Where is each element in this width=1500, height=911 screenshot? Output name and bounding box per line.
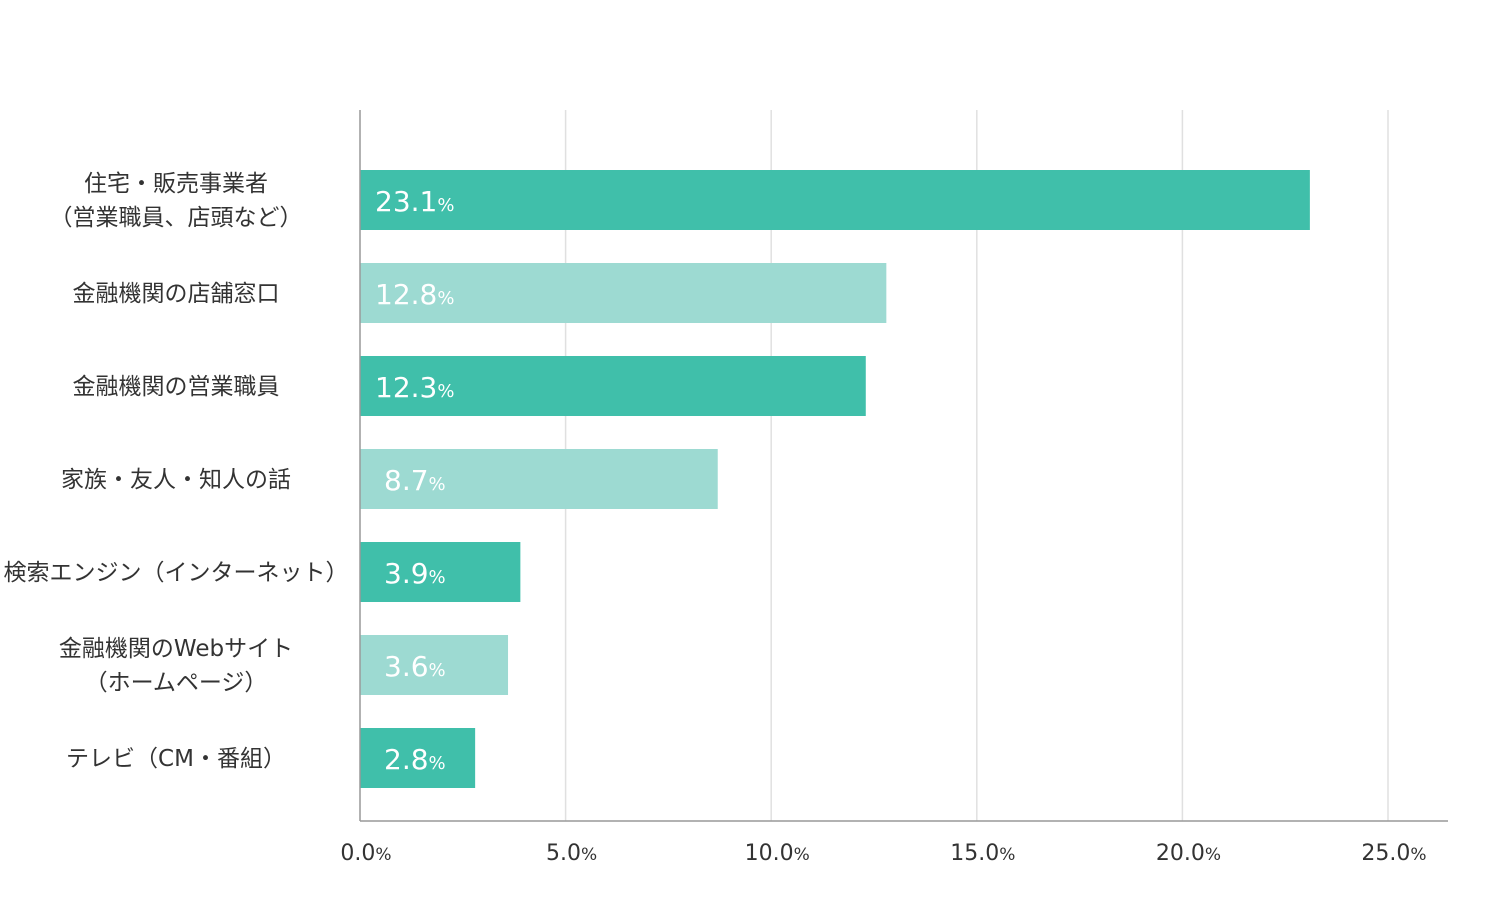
bar-1 [360,263,887,323]
bar-value-unit-6: % [429,753,446,774]
x-tick-label-3: 15.0% [950,841,1015,866]
bar-value-unit-1: % [437,288,454,309]
x-tick-label-5: 25.0% [1361,841,1426,866]
bar-value-number-4: 3.9 [384,557,429,590]
x-tick-number-0: 0.0 [340,841,375,866]
bar-3 [360,449,718,509]
bar-value-unit-0: % [437,195,454,216]
x-tick-unit-2: % [794,845,810,865]
category-label-6-line-0: テレビ（CM・番組） [66,746,286,772]
bar-value-number-5: 3.6 [384,650,429,683]
bar-2 [360,356,866,416]
bar-value-label-3: 8.7% [384,464,446,497]
bar-6 [360,728,476,788]
bar-value-label-6: 2.8% [384,743,446,776]
x-tick-unit-3: % [999,845,1015,865]
bar-value-label-2: 12.3% [375,371,454,404]
bar-value-number-2: 12.3 [375,371,437,404]
x-tick-unit-0: % [375,845,391,865]
bars: 23.1%12.8%12.3%8.7%3.9%3.6%2.8% [360,170,1310,788]
category-label-1-line-0: 金融機関の店舗窓口 [73,281,280,307]
category-label-3-line-0: 家族・友人・知人の話 [61,467,291,493]
bar-value-unit-2: % [437,381,454,402]
bar-value-unit-4: % [429,567,446,588]
bar-value-number-0: 23.1 [375,185,437,218]
bar-value-label-1: 12.8% [375,278,454,311]
category-label-5-line-1: （ホームページ） [85,670,268,696]
category-label-0-line-1: （営業職員、店頭など） [50,205,303,231]
x-tick-label-0: 0.0% [340,841,391,866]
bar-value-unit-5: % [429,660,446,681]
x-tick-labels: 0.0% 5.0% 10.0% 15.0% 20.0% 25.0% [340,841,1426,866]
x-tick-label-4: 20.0% [1156,841,1221,866]
x-tick-number-3: 15.0 [950,841,999,866]
bar-value-number-6: 2.8 [384,743,429,776]
x-tick-unit-5: % [1410,845,1426,865]
x-tick-unit-1: % [581,845,597,865]
x-tick-unit-4: % [1205,845,1221,865]
x-tick-number-2: 10.0 [745,841,794,866]
bar-0 [360,170,1310,230]
bar-value-label-4: 3.9% [384,557,446,590]
category-label-5-line-0: 金融機関のWebサイト [59,636,293,662]
bar-4 [360,542,521,602]
x-tick-label-2: 10.0% [745,841,810,866]
x-tick-label-1: 5.0% [546,841,597,866]
x-tick-number-1: 5.0 [546,841,581,866]
category-label-0-line-0: 住宅・販売事業者 [84,171,268,197]
x-tick-number-4: 20.0 [1156,841,1205,866]
bar-value-label-5: 3.6% [384,650,446,683]
bar-value-number-1: 12.8 [375,278,437,311]
bar-value-number-3: 8.7 [384,464,429,497]
bar-value-label-0: 23.1% [375,185,454,218]
axes [359,110,1448,822]
category-labels: 住宅・販売事業者 （営業職員、店頭など） 金融機関の店舗窓口金融機関の営業職員家族・… [4,171,349,772]
x-tick-number-5: 25.0 [1361,841,1410,866]
category-label-2-line-0: 金融機関の営業職員 [73,374,280,400]
bar-value-unit-3: % [429,474,446,495]
bar-5 [360,635,509,695]
category-label-4-line-0: 検索エンジン（インターネット） [4,560,349,586]
